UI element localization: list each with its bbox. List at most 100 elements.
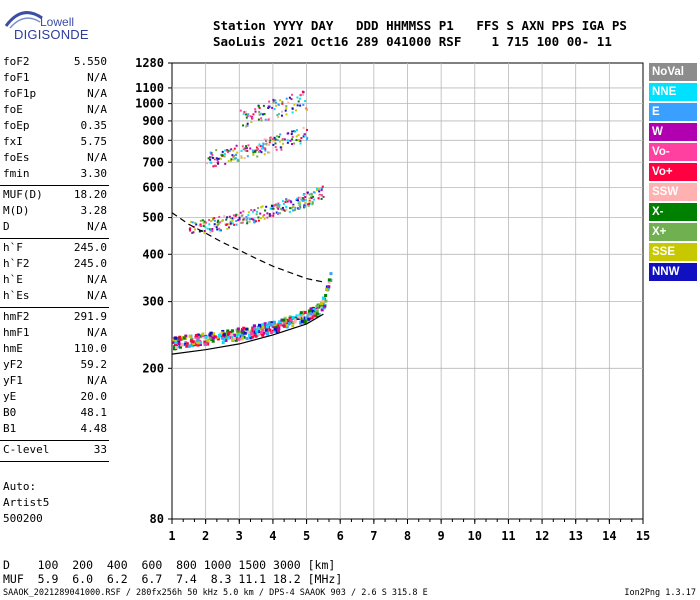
echo-point — [242, 148, 245, 151]
echo-point — [320, 301, 324, 305]
echo-point — [226, 330, 230, 334]
echo-point — [278, 135, 281, 138]
echo-point — [297, 199, 300, 202]
echo-point — [242, 124, 245, 127]
echo-point — [190, 341, 194, 345]
echo-point — [239, 211, 242, 214]
echo-point — [258, 143, 261, 146]
echo-point — [317, 187, 320, 190]
echo-point — [205, 162, 208, 165]
echo-point — [190, 337, 194, 341]
y-tick-label: 600 — [142, 181, 164, 195]
echo-point — [235, 223, 238, 226]
echo-point — [228, 223, 231, 226]
echo-point — [222, 337, 226, 341]
echo-point — [265, 143, 268, 146]
echo-point — [226, 149, 229, 152]
parameter-row: MUF(D) 18.20 — [0, 188, 112, 204]
echo-point — [209, 231, 212, 234]
echo-point — [283, 319, 287, 323]
echo-point — [298, 316, 302, 320]
echo-point — [241, 214, 244, 217]
echo-point — [297, 139, 300, 142]
echo-point — [289, 139, 292, 142]
parameter-name: fxI — [3, 135, 23, 148]
echo-point — [224, 162, 227, 165]
echo-point — [295, 128, 298, 131]
echo-point — [245, 337, 249, 341]
echo-point — [256, 145, 259, 148]
echo-point — [260, 328, 264, 332]
echo-point — [291, 93, 294, 96]
echo-point — [179, 337, 183, 341]
echo-point — [296, 317, 300, 321]
echo-point — [208, 332, 212, 336]
parameter-value: 0.35 — [80, 119, 108, 132]
echo-point — [267, 324, 271, 328]
echo-point — [272, 212, 275, 215]
echo-point — [308, 200, 311, 203]
echo-point — [257, 104, 260, 107]
x-tick-label: 2 — [202, 529, 209, 543]
echo-point — [284, 321, 288, 325]
legend-item: NNE — [649, 83, 697, 101]
echo-point — [281, 139, 284, 142]
echo-point — [306, 191, 309, 194]
echo-point — [281, 100, 284, 103]
echo-point — [278, 320, 282, 324]
echo-point — [326, 288, 330, 292]
echo-point — [312, 310, 316, 314]
echo-point — [209, 156, 212, 159]
echo-point — [240, 156, 243, 159]
echo-point — [277, 207, 280, 210]
echo-point — [272, 214, 275, 217]
echo-point — [197, 334, 201, 338]
echo-point — [215, 149, 218, 152]
echo-point — [213, 225, 216, 228]
echo-point — [268, 117, 271, 120]
echo-point — [195, 339, 199, 343]
echo-point — [282, 319, 286, 323]
echo-point — [212, 218, 215, 221]
echo-point — [196, 335, 200, 339]
echo-point — [224, 223, 227, 226]
echo-point — [216, 161, 219, 164]
echo-point — [236, 327, 240, 331]
echo-point — [276, 203, 279, 206]
echo-point — [223, 155, 226, 158]
echo-point — [327, 285, 331, 289]
echo-point — [283, 316, 287, 320]
echo-point — [261, 325, 265, 329]
echo-point — [282, 138, 285, 141]
echo-point — [210, 337, 214, 341]
echo-point — [191, 221, 194, 224]
echo-point — [324, 294, 328, 298]
echo-point — [262, 147, 265, 150]
echo-point — [184, 342, 188, 346]
echo-point — [201, 219, 204, 222]
echo-point — [235, 333, 239, 337]
echo-point — [283, 318, 287, 322]
echo-point — [266, 325, 270, 329]
echo-point — [310, 310, 314, 314]
echo-point — [177, 345, 181, 349]
echo-point — [286, 322, 290, 326]
echo-point — [301, 317, 305, 321]
y-tick-label: 400 — [142, 247, 164, 261]
echo-point — [252, 113, 255, 116]
echo-point — [329, 272, 333, 276]
echo-point — [232, 336, 236, 340]
parameter-value: N/A — [87, 374, 107, 387]
echo-point — [307, 204, 310, 207]
echo-point — [220, 331, 224, 335]
echo-point — [220, 334, 224, 338]
parameter-row: h`F2 245.0 — [0, 257, 112, 273]
parameter-name: MUF(D) — [3, 188, 43, 201]
echo-point — [250, 329, 254, 333]
echo-point — [323, 304, 327, 308]
parameter-value: N/A — [87, 87, 107, 100]
echo-point — [322, 306, 326, 310]
echo-point — [216, 221, 219, 224]
parameter-value: 110.0 — [73, 342, 107, 355]
y-tick-label: 500 — [142, 211, 164, 225]
